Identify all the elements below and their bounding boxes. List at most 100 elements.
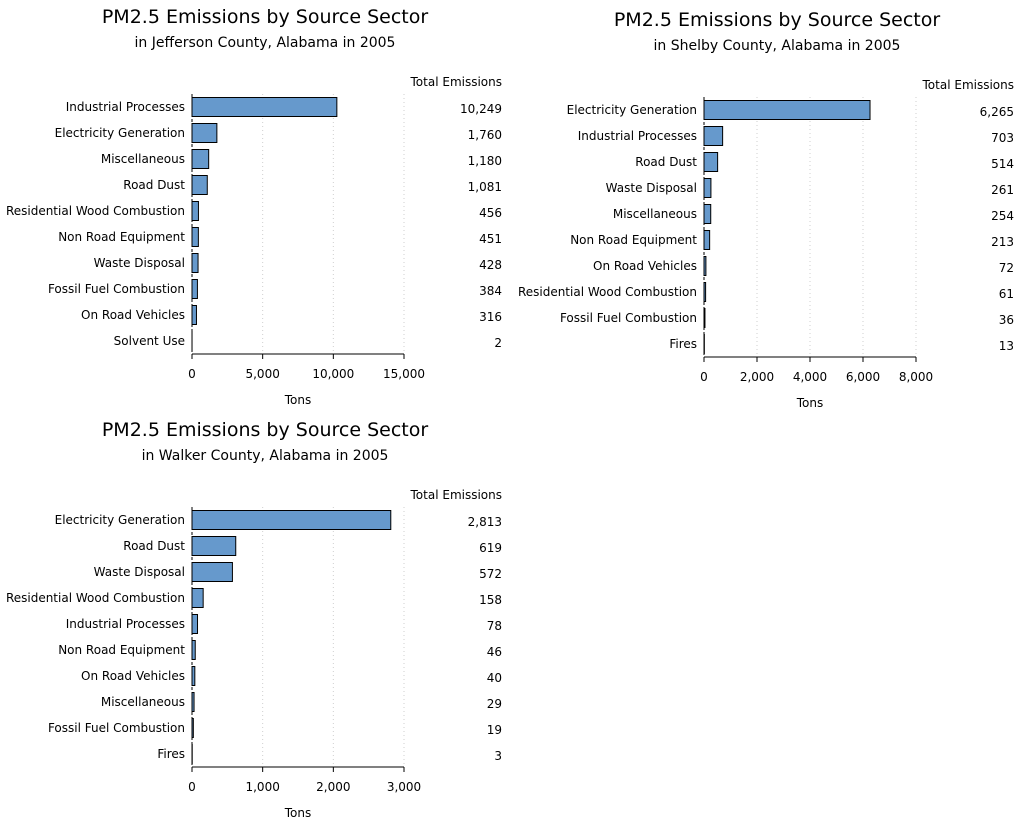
- walker-value-label: 572: [479, 567, 502, 581]
- jefferson-category-label: Miscellaneous: [101, 152, 185, 166]
- jefferson-bar: [192, 280, 197, 299]
- shelby-bar: [704, 231, 710, 250]
- jefferson-category-label: Road Dust: [123, 178, 185, 192]
- chart-shelby: PM2.5 Emissions by Source Sector in Shelb…: [512, 3, 1024, 415]
- walker-value-column-header: Total Emissions: [410, 488, 502, 502]
- walker-x-axis-label: Tons: [284, 806, 312, 820]
- chart-shelby-svg: PM2.5 Emissions by Source Sector in Shelb…: [512, 3, 1024, 415]
- shelby-category-label: On Road Vehicles: [593, 259, 697, 273]
- shelby-value-label: 13: [999, 339, 1014, 353]
- jefferson-chart-subtitle: in Jefferson County, Alabama in 2005: [135, 35, 396, 51]
- walker-chart-subtitle: in Walker County, Alabama in 2005: [142, 448, 389, 464]
- walker-category-label: Non Road Equipment: [58, 643, 185, 657]
- walker-value-label: 29: [487, 697, 502, 711]
- walker-x-tick-label: 2,000: [316, 780, 350, 794]
- walker-category-label: Industrial Processes: [66, 617, 185, 631]
- walker-value-label: 78: [487, 619, 502, 633]
- jefferson-bar: [192, 124, 217, 143]
- jefferson-bar: [192, 228, 198, 247]
- shelby-category-label: Industrial Processes: [578, 129, 697, 143]
- shelby-category-label: Residential Wood Combustion: [518, 285, 697, 299]
- shelby-category-label: Fossil Fuel Combustion: [560, 311, 697, 325]
- jefferson-category-label: Solvent Use: [114, 334, 185, 348]
- jefferson-value-label: 451: [479, 232, 502, 246]
- jefferson-value-label: 428: [479, 258, 502, 272]
- shelby-value-label: 213: [991, 235, 1014, 249]
- shelby-category-label: Miscellaneous: [613, 207, 697, 221]
- shelby-x-axis-label: Tons: [796, 396, 824, 410]
- shelby-x-tick-label: 0: [700, 370, 708, 384]
- jefferson-value-label: 2: [494, 336, 502, 350]
- walker-value-label: 2,813: [468, 515, 502, 529]
- jefferson-category-label: Waste Disposal: [94, 256, 185, 270]
- shelby-category-label: Road Dust: [635, 155, 697, 169]
- jefferson-x-axis-label: Tons: [284, 393, 312, 407]
- walker-category-label: Fossil Fuel Combustion: [48, 721, 185, 735]
- jefferson-value-column-header: Total Emissions: [410, 75, 502, 89]
- shelby-x-tick-label: 6,000: [846, 370, 880, 384]
- chart-walker: PM2.5 Emissions by Source Sector in Walke…: [0, 413, 512, 825]
- shelby-bar: [704, 205, 711, 224]
- walker-x-tick-label: 0: [188, 780, 196, 794]
- shelby-bar: [704, 179, 711, 198]
- jefferson-category-label: Residential Wood Combustion: [6, 204, 185, 218]
- walker-category-label: Miscellaneous: [101, 695, 185, 709]
- jefferson-bar: [192, 202, 198, 221]
- shelby-chart-title: PM2.5 Emissions by Source Sector: [614, 9, 940, 31]
- shelby-chart-subtitle: in Shelby County, Alabama in 2005: [654, 38, 901, 54]
- jefferson-x-tick-label: 0: [188, 367, 196, 381]
- jefferson-value-label: 1,180: [468, 154, 502, 168]
- shelby-value-label: 61: [999, 287, 1014, 301]
- walker-value-label: 619: [479, 541, 502, 555]
- jefferson-category-label: Electricity Generation: [55, 126, 185, 140]
- shelby-value-label: 254: [991, 209, 1014, 223]
- chart-walker-svg: PM2.5 Emissions by Source Sector in Walke…: [0, 413, 512, 825]
- walker-x-tick-label: 3,000: [387, 780, 421, 794]
- shelby-value-label: 703: [991, 131, 1014, 145]
- jefferson-category-label: On Road Vehicles: [81, 308, 185, 322]
- walker-chart-title: PM2.5 Emissions by Source Sector: [102, 419, 428, 441]
- shelby-value-label: 72: [999, 261, 1014, 275]
- shelby-bar: [704, 153, 718, 172]
- jefferson-x-tick-label: 5,000: [245, 367, 279, 381]
- walker-bar: [192, 615, 198, 634]
- jefferson-value-label: 1,081: [468, 180, 502, 194]
- walker-value-label: 158: [479, 593, 502, 607]
- jefferson-category-label: Non Road Equipment: [58, 230, 185, 244]
- shelby-x-tick-label: 4,000: [793, 370, 827, 384]
- shelby-bar: [704, 101, 870, 120]
- chart-jefferson: PM2.5 Emissions by Source Sector in Jeffe…: [0, 0, 512, 412]
- jefferson-category-label: Industrial Processes: [66, 100, 185, 114]
- jefferson-category-label: Fossil Fuel Combustion: [48, 282, 185, 296]
- chart-jefferson-svg: PM2.5 Emissions by Source Sector in Jeffe…: [0, 0, 512, 412]
- shelby-category-label: Fires: [669, 337, 697, 351]
- shelby-value-label: 36: [999, 313, 1014, 327]
- jefferson-bar: [192, 98, 337, 117]
- jefferson-bar: [192, 150, 209, 169]
- jefferson-bar: [192, 254, 198, 273]
- jefferson-bar: [192, 176, 207, 195]
- shelby-value-column-header: Total Emissions: [922, 78, 1014, 92]
- jefferson-value-label: 316: [479, 310, 502, 324]
- walker-bar: [192, 511, 391, 530]
- jefferson-value-label: 456: [479, 206, 502, 220]
- walker-category-label: On Road Vehicles: [81, 669, 185, 683]
- jefferson-chart-title: PM2.5 Emissions by Source Sector: [102, 6, 428, 28]
- jefferson-value-label: 1,760: [468, 128, 502, 142]
- jefferson-value-label: 384: [479, 284, 502, 298]
- walker-value-label: 40: [487, 671, 502, 685]
- walker-bar: [192, 563, 232, 582]
- shelby-value-label: 6,265: [980, 105, 1014, 119]
- walker-bar: [192, 537, 236, 556]
- walker-bar: [192, 589, 203, 608]
- jefferson-value-label: 10,249: [460, 102, 502, 116]
- shelby-category-label: Waste Disposal: [606, 181, 697, 195]
- walker-category-label: Residential Wood Combustion: [6, 591, 185, 605]
- walker-category-label: Road Dust: [123, 539, 185, 553]
- shelby-category-label: Electricity Generation: [567, 103, 697, 117]
- walker-value-label: 3: [494, 749, 502, 763]
- walker-value-label: 46: [487, 645, 502, 659]
- shelby-x-tick-label: 8,000: [899, 370, 933, 384]
- jefferson-bar: [192, 306, 196, 325]
- jefferson-x-tick-label: 10,000: [312, 367, 354, 381]
